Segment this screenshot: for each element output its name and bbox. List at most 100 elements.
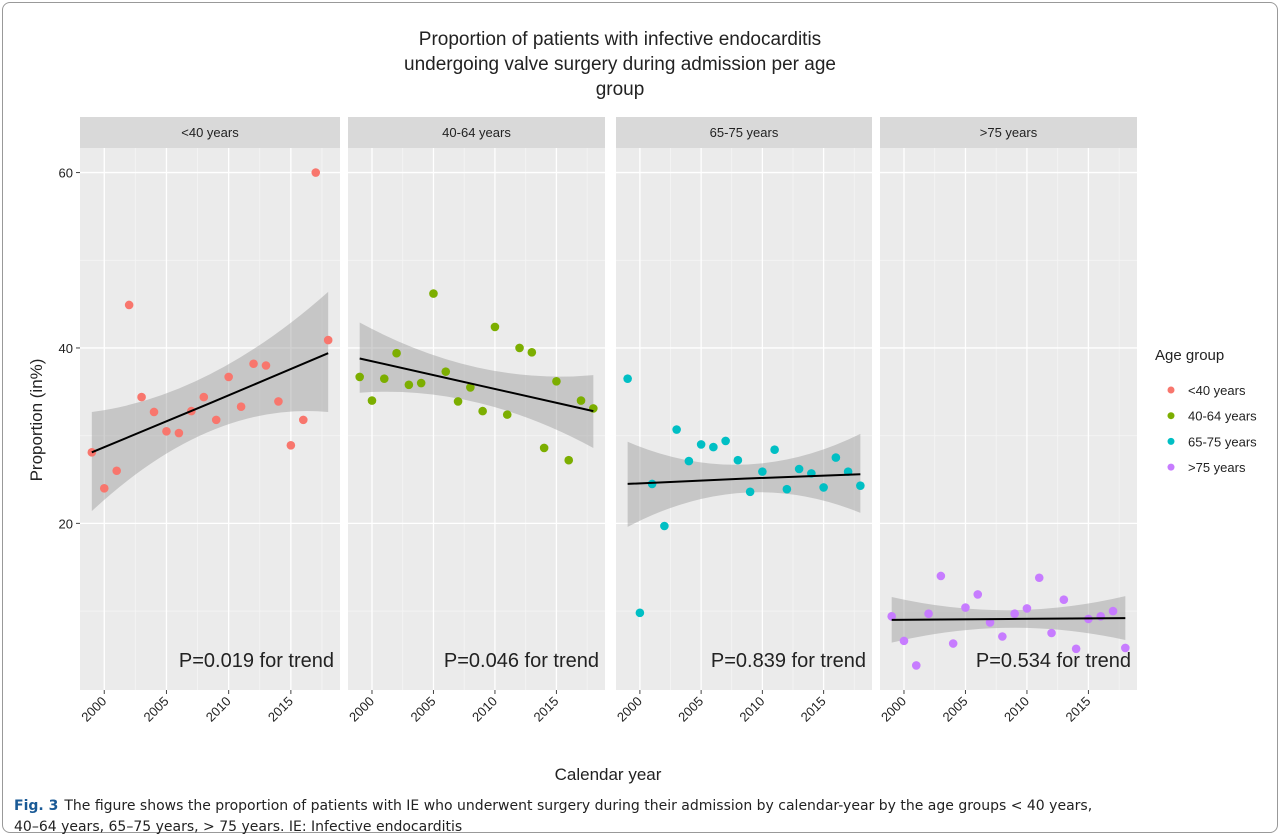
point: [149, 407, 159, 417]
trend-line: [891, 617, 1126, 621]
legend-marker: [1167, 463, 1175, 471]
point: [502, 410, 512, 419]
point: [367, 396, 377, 405]
strip: [348, 117, 605, 148]
point: [355, 372, 364, 382]
legend-label: 40-64 years: [1188, 409, 1257, 424]
point: [758, 467, 767, 476]
point: [466, 383, 475, 392]
point: [660, 521, 669, 531]
point: [887, 612, 896, 621]
legend-title: Age group: [1155, 347, 1224, 364]
x-tick-label: 2015: [265, 694, 296, 725]
chart-title: undergoing valve surgery during admissio…: [404, 54, 836, 75]
point: [379, 374, 389, 383]
point: [672, 425, 681, 434]
point: [249, 359, 258, 369]
x-tick-label: 2005: [675, 694, 706, 725]
trend-line: [359, 357, 594, 413]
point: [684, 456, 694, 466]
point: [552, 376, 561, 386]
point: [911, 661, 921, 670]
point: [985, 618, 995, 627]
point: [224, 372, 233, 382]
point: [478, 406, 487, 416]
x-tick-label: 2005: [408, 694, 439, 725]
point: [99, 483, 109, 493]
point: [721, 436, 730, 446]
y-tick-label: 60: [59, 166, 73, 181]
point: [429, 289, 438, 298]
point: [948, 639, 958, 648]
x-tick-label: 2000: [614, 694, 645, 725]
point: [112, 466, 121, 476]
point: [299, 415, 308, 425]
point: [899, 636, 909, 646]
legend-marker: [1167, 386, 1175, 394]
strip-label: 40-64 years: [442, 125, 511, 140]
trend-annotation: P=0.534 for trend: [976, 650, 1131, 672]
point: [819, 483, 828, 492]
trend-annotation: P=0.839 for trend: [711, 650, 866, 672]
point: [973, 590, 983, 599]
chart: Proportion of patients with infective en…: [27, 29, 1257, 784]
point: [709, 442, 718, 452]
point: [174, 428, 184, 438]
x-tick-label: 2010: [1001, 694, 1032, 725]
caption-text: The figure shows the proportion of patie…: [14, 798, 1093, 835]
panel-background: [80, 148, 340, 690]
point: [1047, 628, 1056, 638]
point: [124, 300, 134, 310]
point: [961, 603, 970, 612]
panel-background: [880, 148, 1137, 690]
point: [623, 374, 632, 383]
point: [936, 571, 946, 581]
point: [856, 481, 865, 490]
x-tick-label: 2015: [798, 694, 829, 725]
strip-label: <40 years: [181, 125, 239, 140]
point: [589, 404, 598, 413]
point: [831, 453, 841, 462]
point: [211, 415, 221, 425]
legend-marker: [1167, 437, 1175, 445]
point: [539, 443, 549, 453]
point: [564, 455, 574, 465]
trend-line: [91, 352, 329, 454]
point: [1010, 609, 1019, 618]
point: [924, 609, 933, 618]
point: [1022, 604, 1032, 613]
confidence-band: [91, 291, 329, 512]
point: [311, 168, 321, 177]
point: [745, 487, 755, 497]
x-tick-label: 2000: [878, 694, 909, 725]
point: [733, 455, 743, 465]
point: [236, 402, 246, 412]
point: [998, 632, 1007, 641]
point: [1071, 644, 1081, 654]
point: [1034, 573, 1044, 583]
point: [137, 392, 146, 402]
x-tick-label: 2005: [141, 694, 172, 725]
point: [274, 397, 283, 406]
point: [1096, 612, 1106, 621]
legend-label: <40 years: [1188, 383, 1246, 398]
point: [323, 335, 333, 345]
panel-background: [348, 148, 605, 690]
caption: Fig. 3 The figure shows the proportion of…: [14, 796, 1094, 838]
panel-background: [616, 148, 872, 690]
point: [441, 367, 451, 376]
point: [770, 445, 779, 454]
point: [635, 608, 645, 618]
point: [782, 484, 792, 494]
x-axis-title: Calendar year: [555, 765, 662, 784]
point: [286, 441, 296, 450]
strip: [880, 117, 1137, 148]
x-tick-label: 2000: [78, 694, 109, 725]
x-tick-label: 2015: [530, 694, 561, 725]
strip: [80, 117, 340, 148]
y-axis-title: Proportion (in%): [27, 359, 46, 482]
point: [162, 426, 171, 436]
x-tick-label: 2005: [940, 694, 971, 725]
chart-title: group: [596, 79, 645, 100]
